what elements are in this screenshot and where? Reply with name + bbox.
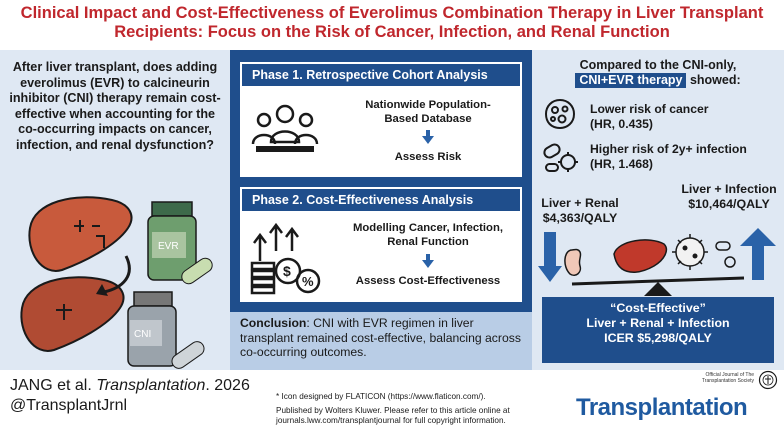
publisher-note: Published by Wolters Kluwer. Please refe…: [276, 406, 510, 425]
evr-bottle-label: EVR: [158, 241, 179, 252]
verdict-box: “Cost-Effective” Liver + Renal + Infecti…: [542, 297, 774, 363]
icon-credit: * Icon designed by FLATICON (https://www…: [276, 392, 486, 401]
phase-1-arrow-stem: [426, 130, 430, 136]
phase-2-box: Phase 2. Cost-Effectiveness Analysis $ %…: [240, 187, 522, 302]
official-journal-text: Official Journal of The Transplantation …: [701, 372, 754, 384]
renal-icer: Liver + Renal $4,363/QALY: [536, 196, 624, 226]
results-header-suffix: showed:: [686, 73, 741, 87]
results-header: Compared to the CNI-only, CNI+EVR therap…: [532, 58, 784, 88]
phase-2-arrow-icon: [422, 260, 434, 268]
bacteria-icon: [543, 143, 578, 172]
infection-result-line-2: (HR, 1.468): [590, 157, 653, 171]
liver-illustration: EVR CNI: [20, 196, 213, 369]
balance-scale-illustration: [538, 228, 776, 296]
citation-line: JANG et al. Transplantation. 2026: [10, 376, 250, 396]
phase-1-header: Phase 1. Retrospective Cohort Analysis: [240, 62, 522, 88]
phase-2-step-1-line-1: Modelling Cancer, Infection,: [352, 222, 503, 234]
citation-journal: Transplantation: [96, 377, 206, 394]
therapy-tag: CNI+EVR therapy: [575, 73, 687, 88]
healthy-liver-icon: [28, 196, 133, 272]
phase-2-header: Phase 2. Cost-Effectiveness Analysis: [240, 187, 522, 213]
infographic-title: Clinical Impact and Cost-Effectiveness o…: [0, 0, 784, 50]
kidney-icon: [564, 248, 582, 277]
phase-1-arrow-icon: [422, 136, 434, 144]
verdict-line-2: Liver + Renal + Infection: [586, 316, 730, 330]
cni-bottle-icon: CNI: [127, 291, 205, 369]
up-arrow-icon: [740, 228, 776, 280]
title-line-1: Clinical Impact and Cost-Effectiveness o…: [20, 4, 764, 22]
cancer-cell-icon: [544, 98, 576, 130]
conclusion-label: Conclusion: [240, 316, 307, 330]
scale-beam: [571, 276, 745, 286]
phase-2-arrow-stem: [426, 254, 430, 260]
conclusion-text: : CNI with EVR regimen in liver transpla…: [240, 316, 521, 359]
phase-1-step-1-line-2: Based Database: [384, 113, 472, 125]
cost-growth-icon: $ %: [250, 222, 321, 295]
svg-text:$: $: [283, 263, 291, 279]
renal-icer-label: Liver + Renal: [541, 196, 619, 210]
scale-fulcrum: [644, 282, 672, 296]
infection-icer-value: $10,464/QALY: [688, 197, 770, 211]
verdict-line-1: “Cost-Effective”: [610, 301, 706, 315]
twitter-handle: @TransplantJrnl: [10, 397, 128, 414]
down-arrow-icon: [538, 232, 562, 282]
infection-result-line-1: Higher risk of 2y+ infection: [590, 142, 747, 156]
publisher-line-1: Published by Wolters Kluwer. Please refe…: [276, 406, 510, 415]
svg-text:%: %: [302, 274, 314, 289]
scale-liver-icon: [613, 239, 668, 273]
diseased-liver-icon: [20, 276, 125, 352]
phase-1-step-1-line-1: Nationwide Population-: [365, 99, 491, 111]
citation-year: . 2026: [205, 377, 250, 394]
renal-icer-value: $4,363/QALY: [542, 211, 618, 225]
citation-authors: JANG et al.: [10, 377, 97, 394]
phase-2-step-2: Assess Cost-Effectiveness: [355, 275, 501, 287]
phase-1-box: Phase 1. Retrospective Cohort Analysis N…: [240, 62, 522, 177]
cni-bottle-label: CNI: [134, 329, 151, 340]
research-question: After liver transplant, does adding ever…: [9, 60, 221, 152]
evr-bottle-icon: EVR: [147, 201, 213, 285]
infection-icer-label: Liver + Infection: [681, 182, 777, 196]
conclusion-box: Conclusion: CNI with EVR regimen in live…: [230, 312, 532, 370]
infection-icer: Liver + Infection $10,464/QALY: [676, 182, 782, 212]
virus-icon: [672, 234, 708, 270]
verdict-line-3: ICER $5,298/QALY: [604, 331, 712, 345]
results-header-line-1: Compared to the CNI-only,: [579, 58, 737, 72]
phase-1-step-1: Nationwide Population- Based Database: [338, 98, 518, 126]
title-line-2: Recipients: Focus on the Risk of Cancer,…: [114, 23, 670, 41]
journal-logo: Transplantation: [576, 394, 748, 421]
cancer-result-line-1: Lower risk of cancer: [590, 102, 709, 116]
society-seal-icon: [758, 370, 778, 390]
results-header-line-2: CNI+EVR therapy showed:: [532, 73, 784, 88]
phase-2-step-1: Modelling Cancer, Infection, Renal Funct…: [338, 221, 518, 249]
left-panel: After liver transplant, does adding ever…: [0, 50, 230, 370]
phase-1-step-2: Assess Risk: [394, 151, 462, 163]
citation: JANG et al. Transplantation. 2026 @Trans…: [10, 376, 250, 416]
population-icon: [251, 104, 319, 152]
methods-panel: Phase 1. Retrospective Cohort Analysis N…: [230, 50, 532, 370]
results-panel: Compared to the CNI-only, CNI+EVR therap…: [532, 50, 784, 370]
publisher-line-2: journals.lww.com/transplantjournal for f…: [276, 416, 506, 425]
transplant-arrow-icon: [103, 255, 131, 294]
phase-2-step-1-line-2: Renal Function: [387, 236, 469, 248]
infection-result: Higher risk of 2y+ infection (HR, 1.468): [590, 142, 747, 172]
cancer-result: Lower risk of cancer (HR, 0.435): [590, 102, 709, 132]
cancer-result-line-2: (HR, 0.435): [590, 117, 653, 131]
small-bacteria-icon: [715, 241, 736, 268]
